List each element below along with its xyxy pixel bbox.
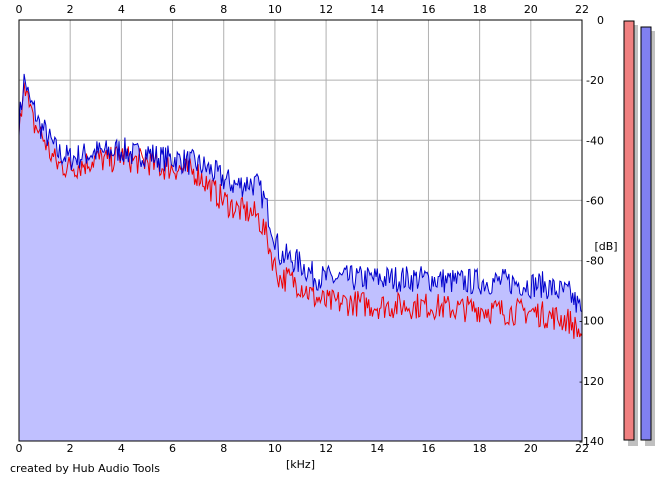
x-tick-label: 22 (575, 442, 589, 455)
x-tick-label: 20 (524, 442, 538, 455)
series-line-red (18, 82, 583, 339)
x-tick-label: 0 (16, 3, 23, 16)
y-tick-label: -120 (579, 375, 604, 388)
x-tick-label: 10 (268, 442, 282, 455)
meter-left-bar (623, 20, 635, 441)
x-tick-label: 2 (67, 3, 74, 16)
level-meters (623, 20, 655, 446)
x-tick-label: 18 (473, 3, 487, 16)
x-tick-label: 8 (220, 3, 227, 16)
y-tick-labels: 0 -20 -40 -60 -80 -100 -120 -140 (579, 14, 604, 448)
x-tick-label: 10 (268, 3, 282, 16)
x-tick-label: 12 (319, 442, 333, 455)
y-tick-label: -40 (586, 134, 604, 147)
x-tick-label: 18 (473, 442, 487, 455)
x-tick-label: 12 (319, 3, 333, 16)
plot-frame (18, 19, 583, 442)
y-tick-label: -80 (586, 255, 604, 268)
x-tick-label: 6 (169, 3, 176, 16)
x-tick-label: 4 (118, 442, 125, 455)
x-tick-label: 6 (169, 442, 176, 455)
x-tick-label: 20 (524, 3, 538, 16)
y-tick-label: -140 (579, 435, 604, 448)
x-tick-label: 16 (421, 3, 435, 16)
x-axis-label: [kHz] (286, 458, 315, 471)
y-tick-label: -60 (586, 194, 604, 207)
series-line-blue (18, 73, 583, 313)
x-tick-label: 2 (67, 442, 74, 455)
credit-text: created by Hub Audio Tools (10, 462, 160, 475)
y-axis-label: [dB] (594, 240, 617, 253)
x-tick-label: 22 (575, 3, 589, 16)
x-tick-label: 16 (421, 442, 435, 455)
x-tick-label: 8 (220, 442, 227, 455)
meter-right-bar (640, 26, 652, 441)
x-tick-label: 14 (370, 3, 384, 16)
y-tick-label: -20 (586, 74, 604, 87)
x-tick-label: 14 (370, 442, 384, 455)
x-tick-label: 0 (16, 442, 23, 455)
y-tick-label: -100 (579, 315, 604, 328)
y-tick-label: 0 (597, 14, 604, 27)
x-tick-label: 4 (118, 3, 125, 16)
spectrum-fill-area (19, 73, 582, 442)
